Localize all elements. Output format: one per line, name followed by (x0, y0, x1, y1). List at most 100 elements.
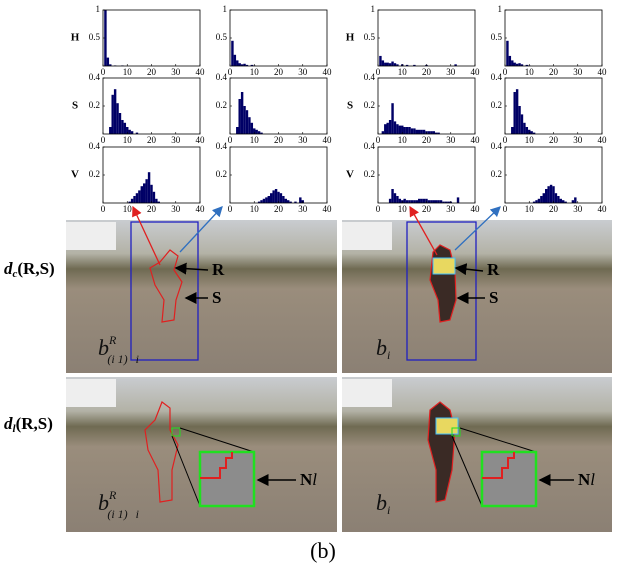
zoom-line (171, 435, 201, 507)
bar (532, 132, 536, 134)
x-tick-label: 30 (446, 204, 456, 214)
bar (111, 94, 114, 134)
bar (410, 128, 414, 134)
x-tick-label: 30 (573, 67, 583, 77)
arrow (454, 206, 501, 251)
distance-label: dc(R,S) (4, 259, 55, 280)
bar (236, 127, 239, 134)
bar (294, 201, 297, 203)
bar (427, 200, 431, 203)
y-tick-label: 0.4 (89, 72, 101, 82)
bar (547, 186, 550, 203)
bar (396, 196, 399, 203)
x-tick-label: 20 (274, 135, 284, 145)
bar (532, 201, 536, 203)
y-tick-label: 1 (223, 4, 228, 14)
bar (381, 60, 385, 66)
bar (277, 191, 280, 203)
bar (513, 62, 516, 66)
x-tick-label: 10 (250, 204, 260, 214)
bar (405, 64, 409, 66)
zoom-line (451, 435, 483, 507)
bar (238, 63, 241, 66)
x-tick-label: 10 (398, 135, 408, 145)
bar (240, 64, 244, 66)
bar (253, 128, 256, 134)
bar (391, 189, 394, 203)
bar (513, 92, 516, 134)
bar (518, 106, 521, 134)
y-axis-label: S (72, 100, 78, 112)
x-tick-label: 0 (228, 135, 233, 145)
bar (393, 121, 397, 134)
bar (386, 122, 389, 134)
y-tick-label: 0.4 (216, 72, 228, 82)
bar (437, 132, 440, 134)
inset-edge (482, 452, 515, 479)
bar (574, 197, 577, 203)
x-tick-label: 30 (298, 67, 308, 77)
bar (405, 127, 409, 134)
bar (250, 122, 254, 134)
box-label: bi (376, 490, 390, 517)
bar (535, 200, 538, 203)
zoom-line (459, 427, 537, 453)
x-tick-label: 0 (376, 67, 381, 77)
bar (396, 124, 399, 134)
bar (528, 129, 531, 134)
bar (393, 63, 397, 66)
bar (135, 132, 139, 134)
x-tick-label: 10 (250, 135, 260, 145)
x-tick-label: 30 (171, 204, 181, 214)
bar (420, 129, 423, 134)
x-tick-label: 40 (196, 135, 206, 145)
bar (391, 61, 394, 66)
bar (145, 179, 148, 203)
patch (171, 427, 181, 437)
x-tick-label: 40 (598, 204, 608, 214)
photos (66, 205, 612, 532)
plot-frame (229, 9, 328, 67)
x-tick-label: 40 (323, 67, 333, 77)
x-tick-label: 0 (228, 204, 233, 214)
x-tick-label: 0 (101, 135, 106, 145)
bar (540, 196, 543, 203)
bar (520, 64, 524, 66)
bar (121, 120, 124, 134)
bar (138, 190, 141, 203)
bar (408, 200, 411, 203)
bar (133, 196, 136, 203)
bar (401, 125, 404, 134)
subscript: (i 1) (107, 507, 127, 521)
bar (257, 201, 261, 203)
bar (135, 193, 139, 203)
symbol: b (98, 335, 109, 360)
x-tick-label: 30 (573, 204, 583, 214)
bar (270, 193, 273, 203)
bar (508, 55, 512, 66)
bar (262, 198, 266, 203)
bar (257, 131, 261, 134)
bar (425, 198, 428, 203)
bar (434, 132, 438, 134)
label: S (212, 288, 221, 307)
x-tick-label: 30 (171, 135, 181, 145)
bar (511, 127, 514, 134)
y-tick-label: 0.4 (364, 141, 376, 151)
symbol: d (4, 414, 13, 433)
bar (109, 127, 112, 134)
subscript: l (312, 470, 317, 489)
symbol: N (578, 470, 591, 489)
bar (284, 198, 287, 203)
x-tick-label: 0 (503, 204, 508, 214)
bar (430, 131, 433, 134)
bar (398, 125, 402, 134)
symbol: N (300, 470, 313, 489)
bar (155, 198, 158, 203)
bar (123, 122, 127, 134)
x-tick-label: 30 (298, 135, 308, 145)
y-tick-label: 0.4 (491, 141, 503, 151)
bar (388, 198, 392, 203)
y-tick-label: 0.4 (491, 72, 503, 82)
object (435, 417, 459, 435)
